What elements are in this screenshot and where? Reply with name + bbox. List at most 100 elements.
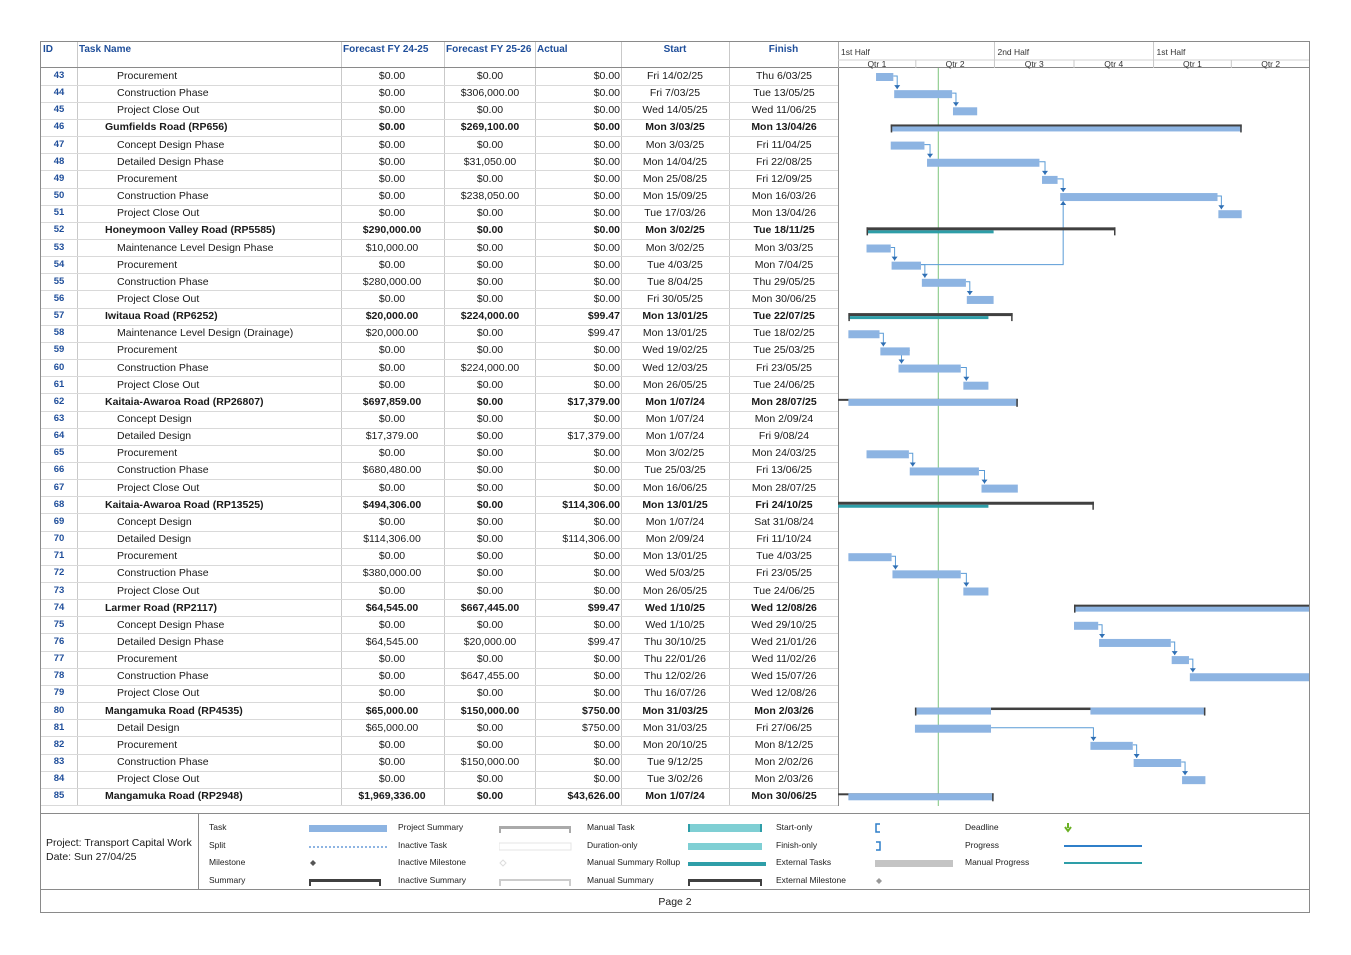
task-row[interactable]: 81 Detail Design $65,000.00 $0.00 $750.00 Mon… (41, 720, 838, 737)
task-row[interactable]: 45 Project Close Out $0.00 $0.00 $0.00 Wed 14… (41, 102, 838, 119)
col-header-forecast-fy2425[interactable]: Forecast FY 24-25 (343, 44, 429, 55)
task-row[interactable]: 63 Concept Design $0.00 $0.00 $0.00 Mon 1/07/… (41, 411, 838, 428)
summary-task-row[interactable]: 85 Mangamuka Road (RP2948) $1,969,336.00 $0… (41, 788, 838, 805)
dependency-arrow (921, 273, 928, 278)
dependency-link (1057, 178, 1064, 193)
dependency-link (1188, 658, 1194, 673)
task-row[interactable]: 51 Project Close Out $0.00 $0.00 $0.00 Tue 17… (41, 205, 838, 222)
task-bar (890, 141, 925, 150)
task-name: Construction Phase (117, 275, 209, 288)
task-row[interactable]: 78 Construction Phase $0.00 $647,455.00 $0.0… (41, 668, 838, 685)
forecast-fy2425: $0.00 (378, 87, 406, 100)
task-row[interactable]: 56 Project Close Out $0.00 $0.00 $0.00 Fri 30… (41, 291, 838, 308)
task-row[interactable]: 76 Detailed Design Phase $64,545.00 $20,000… (41, 634, 838, 651)
finish-date: Mon 13/04/26 (751, 207, 817, 220)
task-row[interactable]: 70 Detailed Design $114,306.00 $0.00 $114,30… (41, 531, 838, 548)
col-header-start[interactable]: Start (663, 44, 687, 55)
actual-cost: $0.00 (593, 275, 620, 288)
task-row[interactable]: 72 Construction Phase $380,000.00 $0.00 $0.0… (41, 565, 838, 582)
finish-date: Mon 2/03/26 (754, 773, 814, 786)
forecast-fy2425: $0.00 (378, 550, 406, 563)
task-id: 76 (53, 635, 65, 647)
task-row[interactable]: 77 Procurement $0.00 $0.00 $0.00 Thu 22/01/26… (41, 651, 838, 668)
task-name: Gumfields Road (RP656) (105, 121, 228, 134)
task-row[interactable]: 61 Project Close Out $0.00 $0.00 $0.00 Mon 26… (41, 377, 838, 394)
forecast-fy2425: $0.00 (378, 344, 406, 357)
task-row[interactable]: 49 Procurement $0.00 $0.00 $0.00 Mon 25/08/25… (41, 171, 838, 188)
task-id: 74 (53, 601, 65, 613)
column-divider (729, 42, 730, 806)
finish-date: Mon 30/06/25 (751, 790, 817, 803)
task-row[interactable]: 59 Procurement $0.00 $0.00 $0.00 Wed 19/02/25… (41, 342, 838, 359)
dependency-link (879, 332, 884, 347)
col-header-actual[interactable]: Actual (537, 44, 568, 55)
task-row[interactable]: 47 Concept Design Phase $0.00 $0.00 $0.00 Mon… (41, 137, 838, 154)
task-row[interactable]: 58 Maintenance Level Design (Drainage) $20… (41, 325, 838, 342)
row-divider (41, 804, 838, 806)
task-row[interactable]: 64 Detailed Design $17,379.00 $0.00 $17,379.… (41, 428, 838, 445)
task-name: Project Close Out (117, 104, 200, 117)
forecast-fy2526: $0.00 (476, 344, 504, 357)
task-bar (963, 587, 989, 596)
task-row[interactable]: 71 Procurement $0.00 $0.00 $0.00 Mon 13/01/25… (41, 548, 838, 565)
legend-start-only-icon (875, 823, 880, 833)
task-row[interactable]: 44 Construction Phase $0.00 $306,000.00 $0.0… (41, 85, 838, 102)
half-label: 1st Half (1157, 47, 1186, 57)
task-row[interactable]: 75 Concept Design Phase $0.00 $0.00 $0.00 Wed… (41, 617, 838, 634)
row-divider (41, 599, 838, 601)
summary-task-row[interactable]: 80 Mangamuka Road (RP4535) $65,000.00 $150,… (41, 703, 838, 720)
task-row[interactable]: 65 Procurement $0.00 $0.00 $0.00 Mon 3/02/25 M… (41, 445, 838, 462)
task-row[interactable]: 50 Construction Phase $0.00 $238,050.00 $0.0… (41, 188, 838, 205)
summary-start-cap (914, 707, 917, 716)
summary-task-row[interactable]: 57 Iwitaua Road (RP6252) $20,000.00 $224,00… (41, 308, 838, 325)
task-row[interactable]: 82 Procurement $0.00 $0.00 $0.00 Mon 20/10/25… (41, 737, 838, 754)
finish-date: Wed 11/02/26 (751, 653, 817, 666)
task-row[interactable]: 83 Construction Phase $0.00 $150,000.00 $0.0… (41, 754, 838, 771)
actual-cost: $0.00 (593, 413, 620, 425)
summary-rollup-bar (890, 126, 1242, 132)
finish-date: Tue 13/05/25 (753, 87, 815, 100)
finish-date: Tue 22/07/25 (753, 310, 815, 323)
row-divider (41, 427, 838, 429)
summary-task-row[interactable]: 46 Gumfields Road (RP656) $0.00 $269,100.00… (41, 119, 838, 136)
task-row[interactable]: 60 Construction Phase $0.00 $224,000.00 $0.0… (41, 360, 838, 377)
task-name: Procurement (117, 653, 178, 666)
col-header-finish[interactable]: Finish (768, 44, 799, 55)
summary-task-row[interactable]: 52 Honeymoon Valley Road (RP5585) $290,000… (41, 222, 838, 239)
task-row[interactable]: 84 Project Close Out $0.00 $0.00 $0.00 Tue 3/… (41, 771, 838, 788)
legend-duration-only-icon (688, 843, 762, 850)
col-header-task-name[interactable]: Task Name (79, 44, 132, 55)
forecast-fy2425: $20,000.00 (365, 310, 419, 323)
summary-task-row[interactable]: 62 Kaitaia-Awaroa Road (RP26807) $697,859.… (41, 394, 838, 411)
start-date: Mon 1/07/24 (645, 395, 705, 408)
task-row[interactable]: 53 Maintenance Level Design Phase $10,000.… (41, 240, 838, 257)
print-page-frame (40, 41, 1310, 913)
task-id: 52 (53, 224, 65, 236)
actual-cost: $0.00 (593, 464, 620, 477)
summary-end-cap (1011, 313, 1013, 322)
actual-cost: $750.00 (582, 704, 620, 717)
task-id: 55 (53, 275, 65, 287)
legend-finish-only-icon (876, 841, 881, 851)
col-header-forecast-fy2526[interactable]: Forecast FY 25-26 (446, 44, 532, 55)
task-row[interactable]: 73 Project Close Out $0.00 $0.00 $0.00 Mon 26… (41, 583, 838, 600)
dependency-link (1181, 761, 1186, 776)
task-row[interactable]: 48 Detailed Design Phase $0.00 $31,050.00 $0… (41, 154, 838, 171)
task-row[interactable]: 55 Construction Phase $280,000.00 $0.00 $0.0… (41, 274, 838, 291)
task-row[interactable]: 54 Procurement $0.00 $0.00 $0.00 Tue 4/03/25 M… (41, 257, 838, 274)
task-row[interactable]: 43 Procurement $0.00 $0.00 $0.00 Fri 14/02/25… (41, 68, 838, 85)
task-row[interactable]: 79 Project Close Out $0.00 $0.00 $0.00 Thu 16… (41, 685, 838, 702)
task-row[interactable]: 66 Construction Phase $680,480.00 $0.00 $0.0… (41, 462, 838, 479)
summary-task-row[interactable]: 68 Kaitaia-Awaroa Road (RP13525) $494,306.… (41, 497, 838, 514)
half-label: 1st Half (841, 47, 870, 57)
summary-rollup-bar (1090, 707, 1206, 715)
task-row[interactable]: 69 Concept Design $0.00 $0.00 $0.00 Mon 1/07/… (41, 514, 838, 531)
task-bar (894, 90, 953, 99)
col-header-id[interactable]: ID (43, 44, 53, 55)
start-date: Mon 31/03/25 (642, 721, 708, 734)
forecast-fy2526: $238,050.00 (460, 190, 520, 203)
task-name: Larmer Road (RP2117) (105, 601, 218, 614)
summary-task-row[interactable]: 74 Larmer Road (RP2117) $64,545.00 $667,445… (41, 600, 838, 617)
task-bar (880, 347, 910, 356)
task-row[interactable]: 67 Project Close Out $0.00 $0.00 $0.00 Mon 16… (41, 480, 838, 497)
